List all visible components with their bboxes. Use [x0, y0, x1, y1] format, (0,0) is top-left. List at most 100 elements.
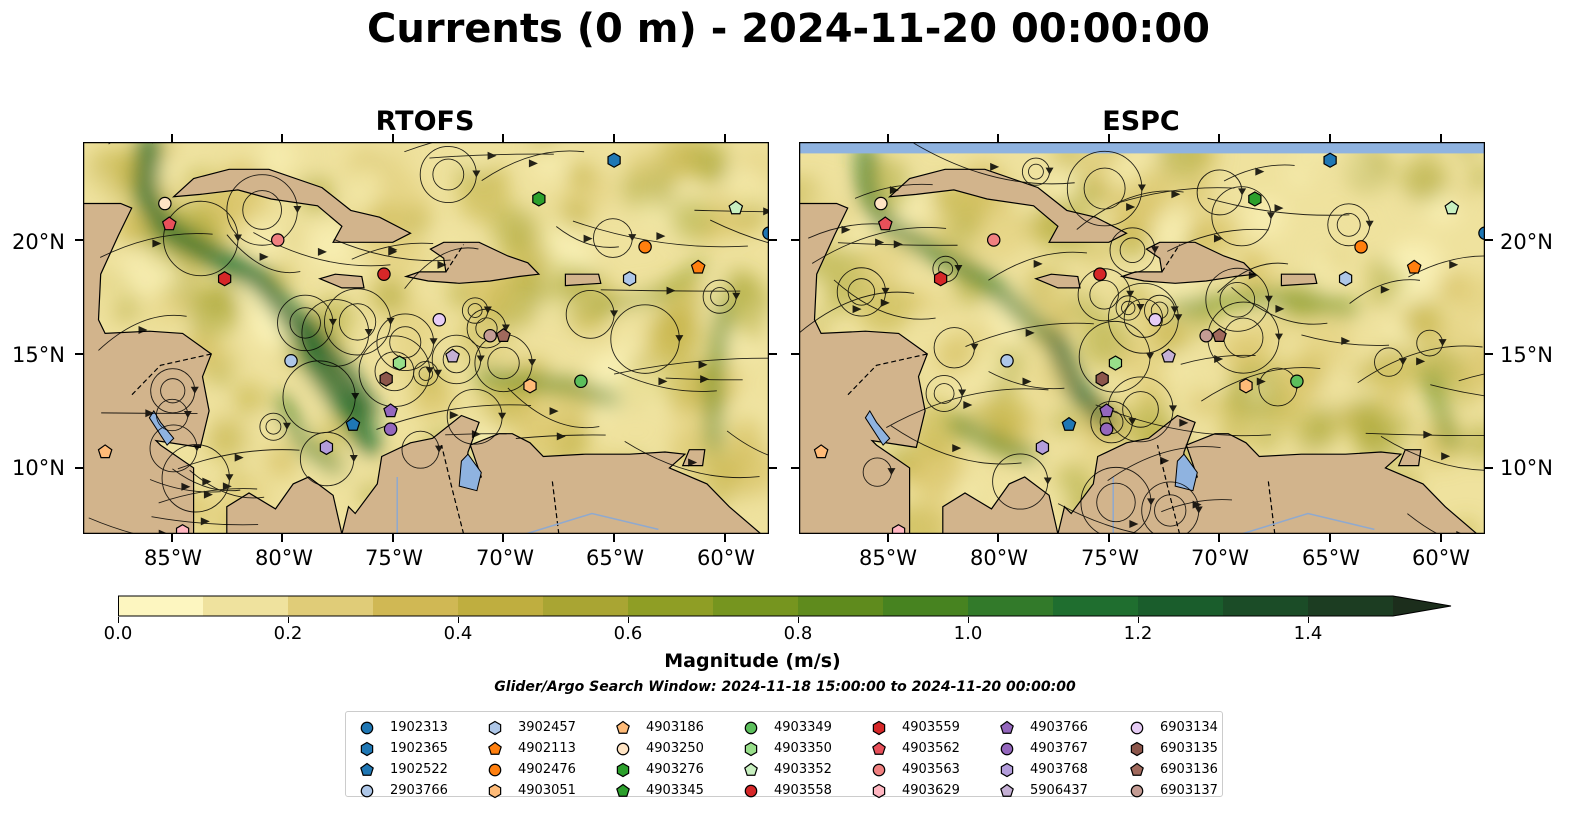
float-4903352-espc[interactable]: [1444, 200, 1460, 215]
float-4903766-espc[interactable]: [1099, 403, 1114, 418]
float-4902113-rtofs[interactable]: [690, 259, 706, 274]
float-6903135-rtofs[interactable]: [379, 371, 393, 387]
colorbar-segment: [1223, 596, 1309, 616]
float-6903137-rtofs[interactable]: [483, 328, 497, 343]
float-4903350-rtofs[interactable]: [392, 355, 407, 371]
pentagon-marker-icon: [1000, 720, 1014, 734]
circle-marker-icon: [488, 763, 502, 776]
land-cuba: [171, 168, 412, 243]
colorbar-segment: [118, 596, 204, 616]
legend-label: 6903137: [1160, 783, 1218, 798]
legend-item: 4903767: [996, 738, 1088, 759]
lat-tick: [769, 352, 777, 355]
float-4903629-rtofs[interactable]: [175, 524, 190, 534]
float-4903768-rtofs[interactable]: [319, 439, 334, 456]
figure-title: Currents (0 m) - 2024-11-20 00:00:00: [367, 6, 1210, 52]
float-4903629-espc[interactable]: [891, 524, 906, 534]
float-4902113-espc[interactable]: [1406, 259, 1422, 274]
float-1902522-rtofs[interactable]: [345, 416, 361, 431]
land-central-america: [799, 142, 1059, 534]
float-2903766-rtofs[interactable]: [284, 354, 298, 368]
float-4903563-espc[interactable]: [986, 233, 1001, 247]
float-1902313-rtofs[interactable]: [762, 226, 769, 240]
float-6903136-espc[interactable]: [1212, 327, 1227, 342]
legend-label: 4903276: [646, 762, 704, 777]
float-4903768-espc[interactable]: [1035, 439, 1050, 456]
lon-label-70w-right: 70°W: [1191, 546, 1249, 570]
legend-label: 1902522: [390, 762, 448, 777]
float-4903766-rtofs[interactable]: [383, 403, 398, 418]
circle-marker-icon: [360, 784, 374, 797]
float-4903562-espc[interactable]: [877, 216, 893, 231]
colorbar-tick-label: 0.0: [103, 623, 133, 644]
float-1902365-espc[interactable]: [1323, 152, 1337, 168]
colorbar-segment: [1138, 596, 1224, 616]
float-4903349-espc[interactable]: [1290, 374, 1304, 389]
float-4903352-rtofs[interactable]: [728, 200, 744, 215]
circle-marker-icon: [360, 721, 374, 734]
float-6903136-rtofs[interactable]: [496, 327, 511, 342]
float-4903559-rtofs[interactable]: [217, 271, 232, 287]
float-4903250-espc[interactable]: [874, 196, 888, 211]
float-4903051-rtofs[interactable]: [523, 378, 537, 394]
colorbar-segment: [1308, 596, 1394, 616]
float-4903349-rtofs[interactable]: [574, 374, 588, 389]
float-4903563-rtofs[interactable]: [270, 233, 285, 247]
hexagon-marker-icon: [488, 720, 502, 735]
float-3902457-espc[interactable]: [1338, 271, 1353, 287]
circle-marker-icon: [616, 742, 630, 755]
colorbar-segment: [1053, 596, 1139, 616]
float-4902476-rtofs[interactable]: [638, 240, 652, 254]
lon-tick: [1329, 534, 1332, 542]
float-5906437-rtofs[interactable]: [445, 348, 460, 363]
float-1902365-rtofs[interactable]: [607, 152, 621, 168]
legend-label: 4903186: [646, 720, 704, 735]
lat-tick: [75, 239, 83, 241]
float-3902457-rtofs[interactable]: [622, 271, 637, 287]
float-4903250-rtofs[interactable]: [158, 196, 172, 211]
legend-item: 3902457: [484, 717, 576, 738]
circle-marker-icon: [872, 763, 886, 776]
float-6903137-espc[interactable]: [1199, 328, 1213, 343]
float-4903186-espc[interactable]: [813, 444, 829, 459]
map-panel-rtofs[interactable]: [83, 142, 769, 534]
hexagon-marker-icon: [872, 720, 886, 735]
colorbar-segment: [713, 596, 799, 616]
legend-item: 4903345: [612, 780, 704, 801]
float-4903276-espc[interactable]: [1248, 191, 1262, 207]
hexagon-marker-icon: [360, 741, 374, 756]
float-1902313-espc[interactable]: [1478, 226, 1485, 240]
float-4903276-rtofs[interactable]: [532, 191, 546, 207]
float-1902522-espc[interactable]: [1061, 416, 1077, 431]
float-6903135-espc[interactable]: [1095, 371, 1109, 387]
float-4903558-rtofs[interactable]: [377, 267, 391, 281]
lat-tick: [1485, 466, 1493, 469]
legend-label: 5906437: [1030, 783, 1088, 798]
lon-tick: [281, 134, 284, 142]
float-4903350-espc[interactable]: [1108, 355, 1123, 371]
legend-label: 4903250: [646, 741, 704, 756]
colorbar-tick: [457, 617, 459, 623]
float-2903766-espc[interactable]: [1000, 354, 1014, 368]
land-central-america: [83, 142, 343, 534]
colorbar-tick: [1307, 617, 1309, 623]
float-4902476-espc[interactable]: [1354, 240, 1368, 254]
legend-label: 6903136: [1160, 762, 1218, 777]
lat-tick: [769, 239, 777, 241]
lon-tick: [391, 534, 394, 542]
float-4903767-espc[interactable]: [1099, 422, 1114, 436]
legend-label: 3902457: [518, 720, 576, 735]
float-4903559-espc[interactable]: [933, 271, 948, 287]
colorbar-extend-arrow: [1393, 596, 1451, 616]
float-5906437-espc[interactable]: [1161, 348, 1176, 363]
map-panel-espc[interactable]: [799, 142, 1485, 534]
legend-item: 4903350: [740, 738, 832, 759]
float-4903558-espc[interactable]: [1093, 267, 1107, 281]
float-6903134-rtofs[interactable]: [432, 313, 447, 327]
float-4903186-rtofs[interactable]: [97, 444, 113, 459]
float-4903767-rtofs[interactable]: [383, 422, 398, 436]
float-6903134-espc[interactable]: [1148, 313, 1163, 327]
float-4903562-rtofs[interactable]: [161, 216, 177, 231]
colorbar-tick-label: 0.2: [273, 623, 303, 644]
float-4903051-espc[interactable]: [1239, 378, 1253, 394]
